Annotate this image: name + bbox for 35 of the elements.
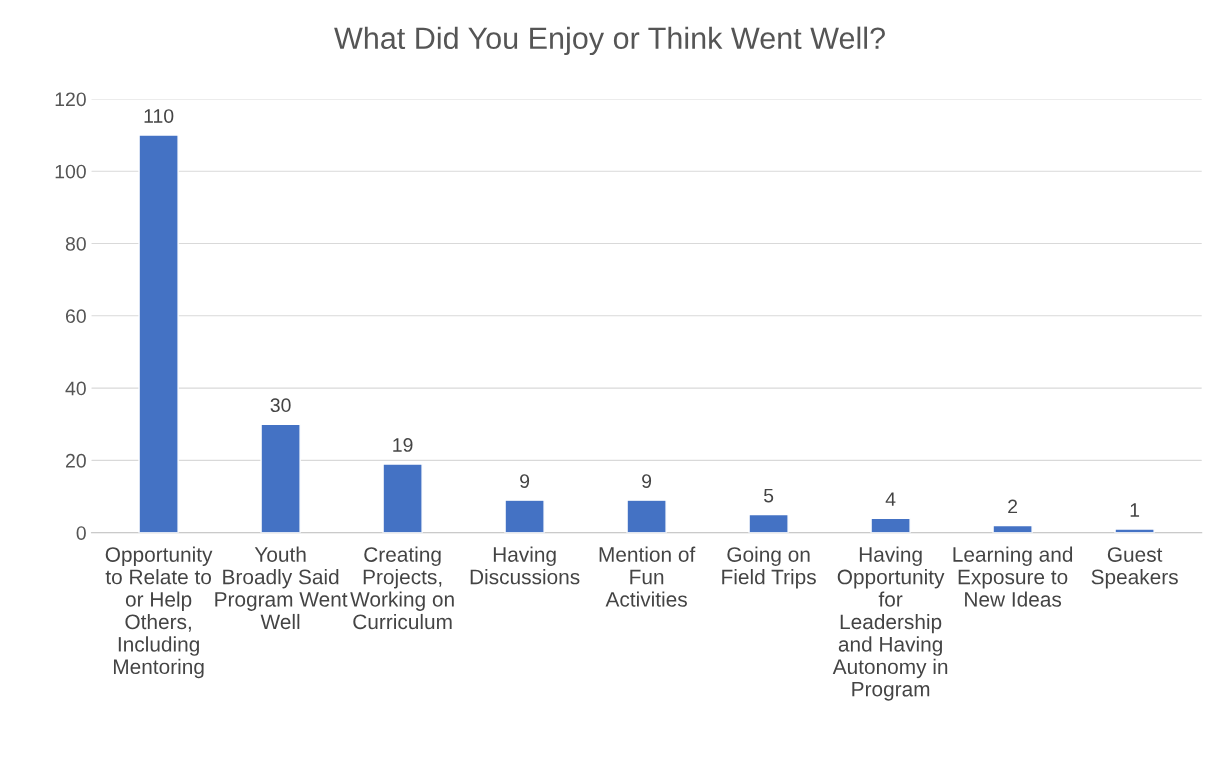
- bar: [992, 524, 1033, 533]
- data-label: 9: [642, 474, 652, 488]
- y-tick-label: 0: [76, 526, 86, 540]
- bar: [748, 513, 789, 533]
- data-label: 110: [144, 109, 174, 123]
- bar: [626, 499, 667, 533]
- x-tick-label: Having Discussions: [470, 546, 580, 585]
- data-label: 2: [1008, 499, 1018, 514]
- data-label: 19: [393, 438, 413, 452]
- y-tick-label: 40: [65, 381, 86, 396]
- x-tick-label: Mention of Fun Activities: [599, 546, 696, 607]
- y-tick-label: 60: [66, 309, 86, 324]
- chart-title: What Did You Enjoy or Think Went Well?: [334, 26, 885, 56]
- x-tick-label: Having Opportunity for Leadership and Having Autonomy in Program: [832, 546, 948, 701]
- y-tick-label: 80: [65, 236, 86, 251]
- bar: [260, 423, 301, 533]
- bar: [870, 517, 911, 533]
- x-tick-label: Youth Broadly Said Program Went Well: [215, 546, 348, 630]
- y-tick-label: 20: [65, 453, 86, 468]
- bar: [382, 463, 423, 533]
- x-tick-label: Creating Projects, Working on Curriculum: [350, 546, 454, 630]
- data-label: 9: [520, 474, 530, 488]
- x-tick-label: Guest Speakers: [1091, 547, 1178, 589]
- y-tick-label: 120: [55, 92, 86, 107]
- data-label: 1: [1130, 503, 1140, 517]
- bar: [1114, 528, 1155, 533]
- data-label: 30: [270, 398, 291, 413]
- bar: [138, 134, 179, 533]
- x-tick-label: Going on Field Trips: [722, 546, 816, 589]
- bar: [504, 499, 545, 533]
- x-tick-label: Opportunity to Relate to or Help Others, Including Mentoring: [105, 546, 213, 679]
- data-label: 4: [885, 492, 896, 506]
- x-tick-label: Learning and Exposure to New Ideas: [953, 546, 1073, 607]
- data-label: 5: [763, 488, 774, 503]
- y-tick-label: 100: [55, 164, 86, 179]
